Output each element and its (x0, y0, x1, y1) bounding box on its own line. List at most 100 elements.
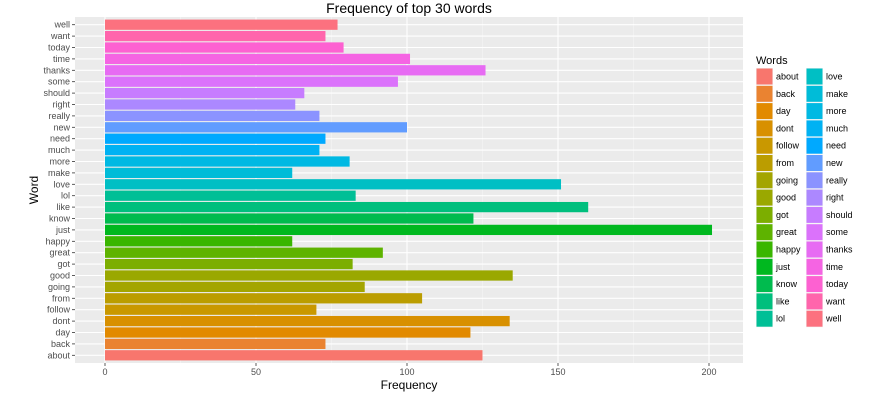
legend: Words about back day dont follow from going goo… (756, 55, 853, 328)
bar-dont (105, 315, 510, 327)
bar-going (105, 281, 365, 293)
bar-back (105, 338, 326, 350)
x-tick-label: 0 (102, 367, 107, 377)
legend-swatch-great (756, 224, 773, 241)
bar-make (105, 167, 293, 179)
legend-swatch-thanks (806, 241, 823, 258)
legend-label-got: got (776, 210, 789, 220)
legend-label-really: really (826, 175, 848, 185)
legend-label-thanks: thanks (826, 245, 853, 255)
bar-lol (105, 190, 356, 201)
legend-label-well: well (825, 314, 842, 324)
y-tick-label: really (48, 111, 70, 121)
legend-swatch-should (806, 206, 823, 223)
y-tick-label: right (52, 100, 70, 110)
bar-new (105, 122, 407, 133)
y-tick-label: happy (45, 236, 70, 246)
bar-today (105, 42, 344, 53)
bar-need (105, 133, 326, 144)
legend-label-some: some (826, 227, 848, 237)
legend-swatch-like (756, 293, 773, 310)
legend-label-love: love (826, 72, 843, 82)
bar-time (105, 53, 411, 65)
bar-just (105, 224, 713, 236)
legend-label-from: from (776, 158, 794, 168)
legend-label-about: about (776, 72, 799, 82)
y-tick-label: great (49, 248, 70, 258)
legend-swatch-about (756, 68, 773, 85)
legend-swatch-love (806, 68, 823, 85)
bar-right (105, 99, 296, 110)
y-tick-label: new (53, 122, 70, 132)
y-tick-label: got (57, 259, 70, 269)
legend-swatch-got (756, 206, 773, 223)
chart-title: Frequency of top 30 words (326, 0, 492, 16)
legend-swatch-lol (756, 310, 773, 327)
legend-label-just: just (775, 262, 791, 272)
y-tick-label: from (52, 293, 70, 303)
legend-label-like: like (776, 296, 790, 306)
legend-swatch-really (806, 172, 823, 189)
y-tick-label: some (48, 77, 70, 87)
legend-label-happy: happy (776, 245, 801, 255)
legend-label-know: know (776, 279, 798, 289)
legend-swatch-some (806, 224, 823, 241)
bar-like (105, 201, 589, 213)
legend-swatch-going (756, 172, 773, 189)
legend-swatch-happy (756, 241, 773, 258)
x-tick-label: 100 (399, 367, 414, 377)
bar-more (105, 156, 350, 167)
legend-swatch-right (806, 189, 823, 206)
bar-some (105, 76, 398, 87)
legend-label-make: make (826, 89, 848, 99)
bar-should (105, 87, 305, 99)
legend-label-today: today (826, 279, 849, 289)
legend-swatch-want (806, 293, 823, 310)
legend-label-much: much (826, 123, 848, 133)
y-tick-label: well (53, 20, 70, 30)
legend-swatch-just (756, 258, 773, 275)
legend-swatch-more (806, 103, 823, 120)
bar-got (105, 258, 353, 270)
x-tick-label: 150 (550, 367, 565, 377)
legend-label-time: time (826, 262, 843, 272)
legend-label-lol: lol (776, 314, 785, 324)
legend-label-want: want (825, 296, 846, 306)
legend-label-should: should (826, 210, 853, 220)
bar-follow (105, 304, 317, 315)
y-tick-label: lol (61, 191, 70, 201)
legend-swatch-make (806, 85, 823, 102)
bar-much (105, 144, 320, 156)
y-tick-label: need (50, 134, 70, 144)
legend-label-back: back (776, 89, 796, 99)
bar-about (105, 350, 483, 361)
bars (105, 19, 713, 361)
legend-label-good: good (776, 193, 796, 203)
legend-swatch-back (756, 85, 773, 102)
legend-swatch-need (806, 137, 823, 154)
bar-really (105, 110, 320, 122)
y-tick-label: make (48, 168, 70, 178)
legend-swatch-day (756, 103, 773, 120)
legend-swatch-today (806, 276, 823, 293)
y-tick-label: day (55, 328, 70, 338)
bar-great (105, 247, 383, 258)
bar-happy (105, 236, 293, 247)
y-axis-title: Word (27, 176, 41, 204)
legend-swatch-know (756, 276, 773, 293)
legend-swatch-much (806, 120, 823, 137)
legend-label-need: need (826, 141, 846, 151)
y-tick-label: like (56, 202, 70, 212)
y-tick-label: want (50, 31, 71, 41)
legend-label-new: new (826, 158, 843, 168)
y-tick-label: know (49, 214, 71, 224)
y-tick-label: follow (47, 305, 71, 315)
legend-swatch-good (756, 189, 773, 206)
y-tick-label: back (51, 339, 71, 349)
bar-day (105, 327, 471, 338)
legend-label-follow: follow (776, 141, 800, 151)
x-axis-ticks: 0 50 100 150 200 (102, 363, 717, 377)
legend-title: Words (756, 55, 788, 67)
